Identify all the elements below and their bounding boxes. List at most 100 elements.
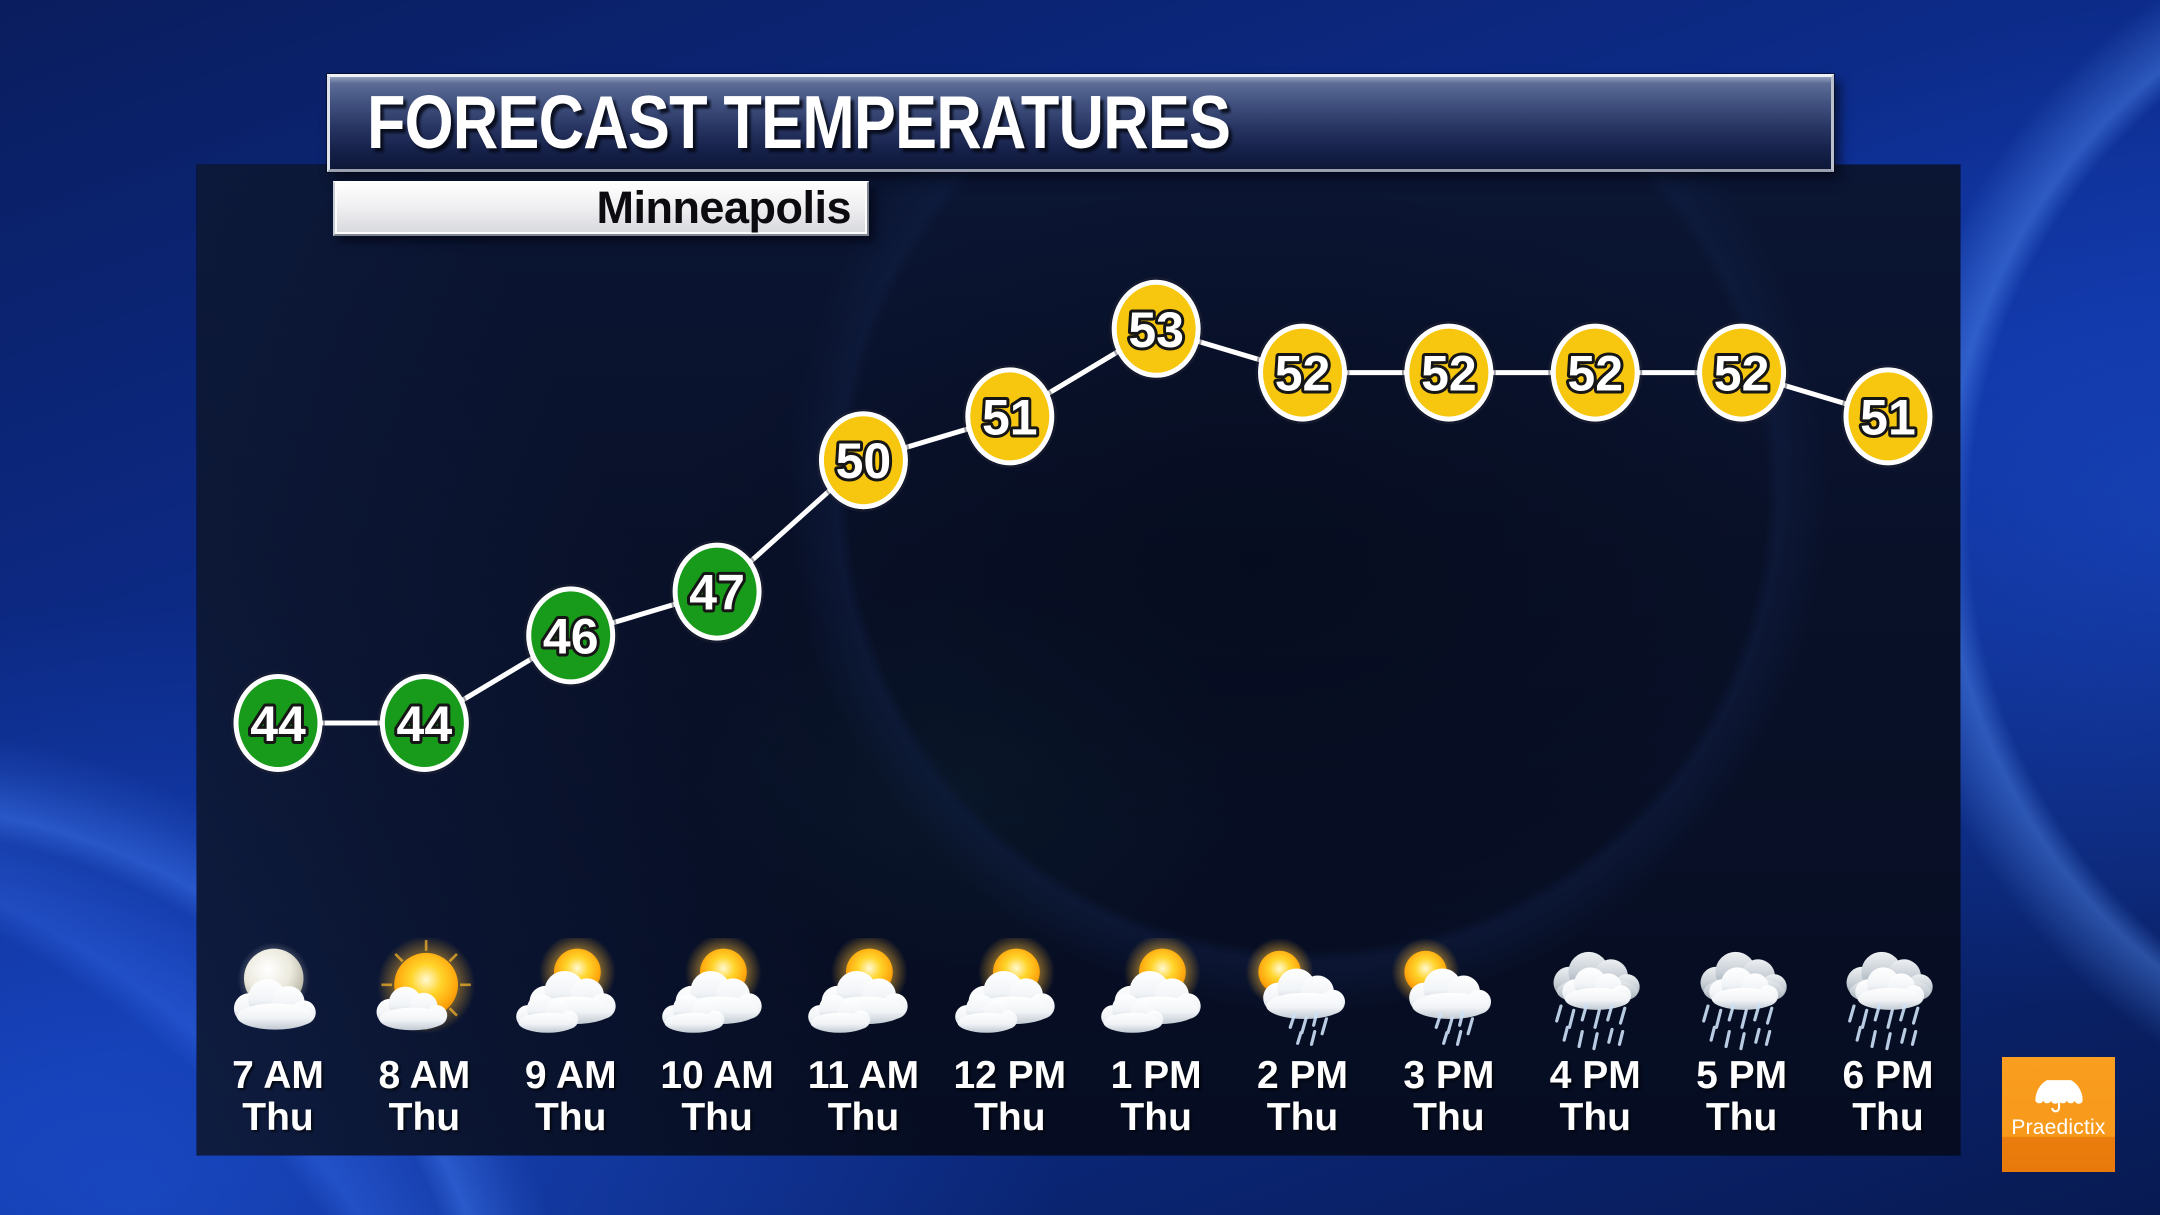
temp-bubble-outline [1255, 321, 1350, 425]
temp-bubble [965, 367, 1055, 466]
temp-point-1pm: 53 [1109, 277, 1204, 381]
day-label: Thu [681, 1096, 753, 1139]
temp-value-label: 47 [689, 565, 745, 621]
temp-bubble-outline [523, 583, 618, 687]
temp-point-7am: 44 [231, 671, 325, 775]
temp-bubble [526, 586, 616, 685]
location-label: Minneapolis [596, 182, 851, 233]
temp-value-label: 46 [543, 608, 599, 664]
brand-name: Praedictix [2011, 1116, 2106, 1139]
day-label: Thu [1120, 1096, 1192, 1139]
time-label: 7 AM [232, 1054, 324, 1097]
temp-point-9am: 46 [523, 583, 618, 687]
day-label: Thu [827, 1096, 900, 1139]
temp-point-10am: 47 [670, 540, 765, 644]
temp-bubble [1111, 279, 1201, 378]
temp-bubble-outline [816, 408, 911, 512]
forecast-hour-6pm: 6 PM Thu [1815, 938, 1961, 1139]
day-label: Thu [1852, 1096, 1924, 1139]
time-label: 9 AM [524, 1054, 617, 1097]
temp-point-4pm: 52 [1548, 321, 1643, 425]
temp-value-label: 53 [1128, 302, 1184, 358]
time-label: 3 PM [1403, 1054, 1495, 1097]
temp-bubble-outline [1401, 321, 1496, 425]
temp-bubble-outline [1548, 321, 1643, 425]
time-label: 1 PM [1110, 1054, 1202, 1097]
temp-bubble-outline [377, 671, 472, 775]
temp-bubble [379, 674, 469, 772]
temp-point-6pm: 51 [1840, 364, 1935, 468]
cloudy-sun-icon [507, 938, 635, 1055]
temp-value-label: 52 [1714, 346, 1770, 402]
temp-bubble [1697, 323, 1787, 422]
temp-point-3pm: 52 [1401, 321, 1496, 425]
rain-icon [1678, 938, 1806, 1055]
title-banner: FORECAST TEMPERATURES [327, 74, 1834, 172]
temp-bubble [1404, 323, 1494, 422]
day-label: Thu [974, 1096, 1046, 1139]
day-label: Thu [1705, 1096, 1778, 1139]
time-label: 10 AM [660, 1054, 774, 1097]
cloudy-sun-icon [946, 938, 1074, 1055]
temp-bubble [818, 411, 908, 510]
forecast-hour-10am: 10 AM Thu [644, 938, 790, 1139]
time-label: 5 PM [1696, 1054, 1788, 1097]
sun-rain-icon [1239, 938, 1367, 1055]
day-label: Thu [1559, 1096, 1631, 1139]
page-title: FORECAST TEMPERATURES [366, 80, 1231, 164]
cloudy-sun-icon [653, 938, 781, 1055]
day-label: Thu [1266, 1096, 1339, 1139]
time-label: 12 PM [953, 1054, 1067, 1097]
rain-icon [1531, 938, 1659, 1055]
time-label: 2 PM [1257, 1054, 1349, 1097]
time-label: 11 AM [807, 1054, 920, 1097]
temp-value-label: 52 [1567, 346, 1623, 402]
temp-value-label: 51 [982, 389, 1038, 445]
forecast-hour-1pm: 1 PM Thu [1083, 938, 1229, 1139]
location-bar: Minneapolis [333, 181, 869, 236]
temp-bubble [1550, 323, 1640, 422]
day-label: Thu [388, 1096, 461, 1139]
time-label: 6 PM [1842, 1054, 1934, 1097]
partly-cloudy-icon [360, 938, 488, 1055]
temp-value-label: 44 [397, 696, 453, 752]
temp-point-5pm: 52 [1694, 321, 1789, 425]
forecast-hour-12pm: 12 PM Thu [937, 938, 1083, 1139]
forecast-hour-7am: 7 AM Thu [205, 938, 351, 1139]
temp-bubble-outline [1840, 364, 1935, 468]
forecast-hour-4pm: 4 PM Thu [1522, 938, 1668, 1139]
temp-value-label: 51 [1860, 389, 1916, 445]
forecast-hour-3pm: 3 PM Thu [1376, 938, 1522, 1139]
temp-value-label: 50 [836, 433, 892, 489]
temp-point-2pm: 52 [1255, 321, 1350, 425]
cloudy-sun-icon [799, 938, 927, 1055]
sun-rain-icon [1385, 938, 1513, 1055]
temp-value-label: 44 [250, 696, 306, 752]
temp-bubble [233, 674, 323, 772]
temp-point-12pm: 51 [962, 364, 1057, 468]
temp-value-label: 52 [1421, 346, 1477, 402]
temp-point-11am: 50 [816, 408, 911, 512]
forecast-hour-2pm: 2 PM Thu [1230, 938, 1376, 1139]
time-label: 8 AM [378, 1054, 471, 1097]
temp-bubble-outline [962, 364, 1057, 468]
forecast-hour-11am: 11 AM Thu [790, 938, 936, 1139]
day-label: Thu [1413, 1096, 1485, 1139]
forecast-hour-9am: 9 AM Thu [498, 938, 644, 1139]
forecast-hour-5pm: 5 PM Thu [1669, 938, 1815, 1139]
temp-bubble-outline [1109, 277, 1204, 381]
temp-bubble-outline [231, 671, 325, 775]
rain-icon [1824, 938, 1952, 1055]
day-label: Thu [242, 1096, 314, 1139]
praedictix-logo: Praedictix [2002, 1057, 2115, 1172]
mostly-cloudy-night-icon [214, 938, 342, 1055]
temp-bubble-outline [670, 540, 765, 644]
umbrella-icon [2032, 1079, 2086, 1115]
temp-bubble-outline [1694, 321, 1789, 425]
forecast-hour-8am: 8 AM Thu [351, 938, 497, 1139]
temp-point-8am: 44 [377, 671, 472, 775]
time-label: 4 PM [1549, 1054, 1641, 1097]
temp-bubble [1843, 367, 1933, 466]
